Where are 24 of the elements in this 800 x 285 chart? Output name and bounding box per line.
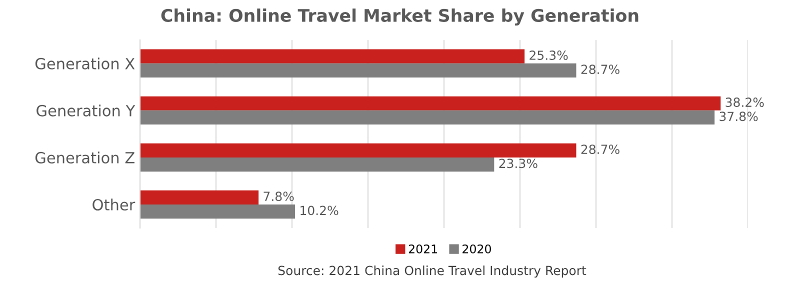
bar bbox=[140, 157, 494, 172]
bar bbox=[140, 190, 259, 204]
bar bbox=[140, 49, 525, 64]
y-tick-label: Generation Y bbox=[36, 104, 136, 116]
data-label: 7.8% bbox=[264, 192, 294, 202]
y-tick-label: Generation X bbox=[35, 58, 135, 70]
bar bbox=[140, 204, 296, 219]
chart-title: China: Online Travel Market Share by Generation bbox=[161, 8, 638, 26]
bar bbox=[140, 63, 576, 78]
bar bbox=[140, 96, 721, 110]
legend-label: 2020 bbox=[462, 244, 491, 254]
legend-label: 2021 bbox=[408, 244, 438, 254]
data-label: 37.8% bbox=[720, 112, 758, 122]
y-tick-label: Generation Z bbox=[35, 152, 134, 164]
data-label: 23.3% bbox=[499, 158, 538, 168]
bar bbox=[140, 110, 715, 125]
data-label: 38.2% bbox=[726, 98, 764, 108]
data-label: 28.7% bbox=[581, 144, 620, 154]
data-label: 25.3% bbox=[530, 50, 568, 60]
data-label: 10.2% bbox=[300, 206, 338, 216]
data-label: 28.7% bbox=[581, 64, 620, 74]
y-tick-label: Other bbox=[92, 198, 136, 211]
bar bbox=[140, 143, 576, 158]
source-note: Source: 2021 China Online Travel Industry Report bbox=[278, 266, 586, 278]
